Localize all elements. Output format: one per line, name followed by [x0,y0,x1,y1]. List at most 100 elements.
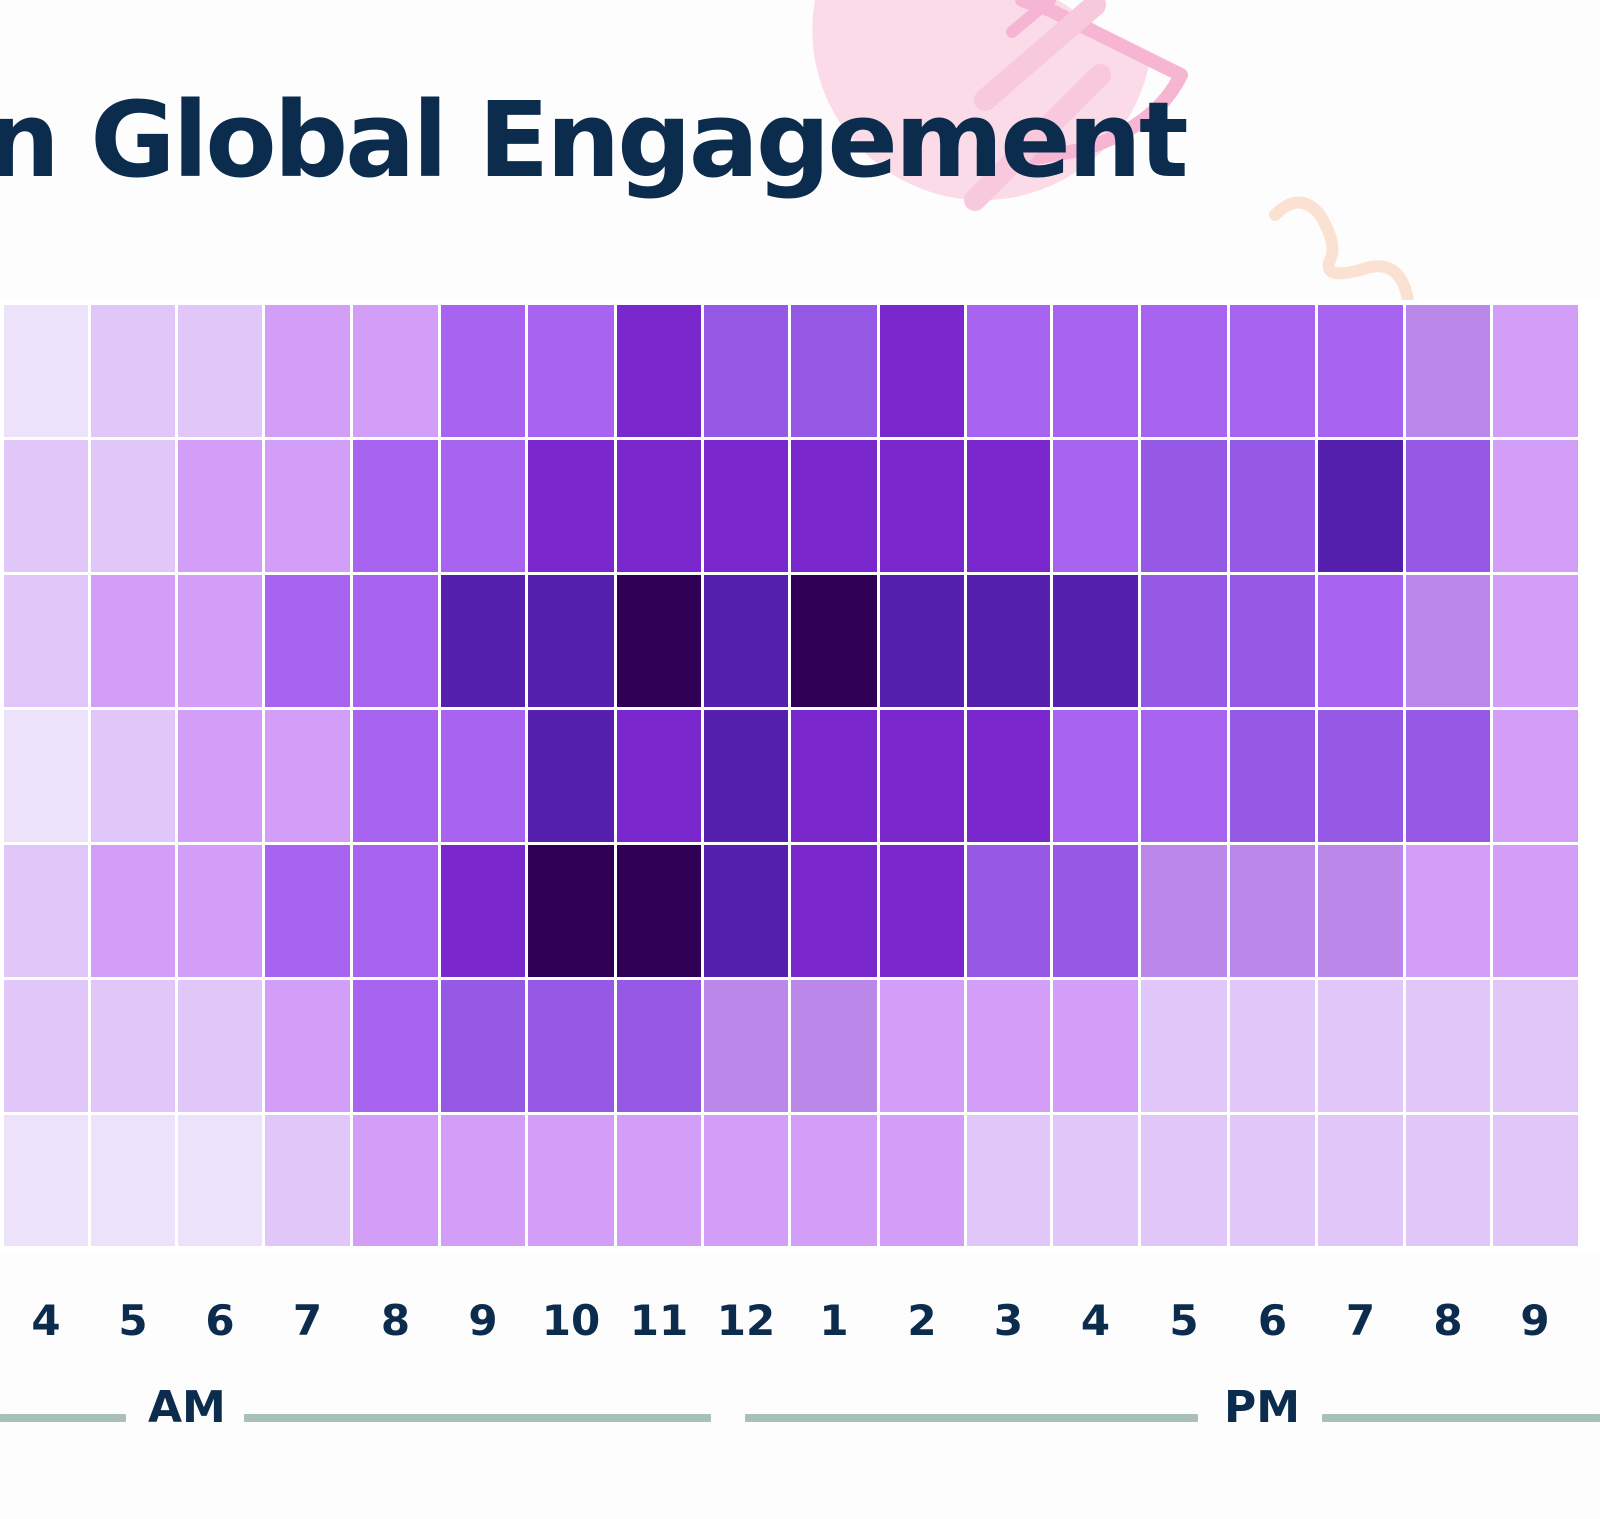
period-rule [0,1414,126,1422]
heatmap-cell [704,710,788,842]
heatmap-cell [4,440,88,572]
heatmap-cell [1141,710,1227,842]
heatmap-cell [1053,845,1138,977]
heatmap-cell [528,440,614,572]
heatmap-cell [91,845,175,977]
heatmap-cell [791,710,877,842]
heatmap-cell [1406,440,1490,572]
heatmap-cell [265,575,350,707]
heatmap-cell [791,980,877,1112]
heatmap-cell [967,845,1050,977]
heatmap-cell [1493,980,1578,1112]
x-tick-label: 6 [205,1296,235,1345]
heatmap-cell [528,980,614,1112]
heatmap-cell [91,440,175,572]
x-tick-label: 3 [993,1296,1024,1345]
heatmap-cell [1053,305,1138,437]
heatmap-cell [265,440,350,572]
heatmap-cell [704,845,788,977]
heatmap-cell [1230,710,1315,842]
pink-leaf-decoration [1015,0,1188,165]
heatmap-cell [178,845,262,977]
heatmap-cell [967,710,1050,842]
heatmap-cell [791,845,877,977]
heatmap-cell [1053,575,1138,707]
x-tick-label: 8 [1433,1296,1463,1345]
heatmap-cell [1318,980,1403,1112]
period-rule [244,1414,711,1422]
heatmap-cell [265,710,350,842]
heatmap-cell [4,980,88,1112]
heatmap-cell [178,710,262,842]
heatmap-cell [1141,1115,1227,1246]
heatmap-cell [967,980,1050,1112]
period-rule [745,1414,1198,1422]
pink-stroke-decoration [1006,0,1056,38]
heatmap-cell [617,575,701,707]
x-tick-label: 8 [380,1296,411,1345]
heatmap-cell [791,1115,877,1246]
x-tick-label: 5 [1169,1296,1199,1345]
chart-title: n Global Engagement [0,79,1189,201]
x-tick-label: 9 [468,1296,498,1345]
heatmap-cell [265,845,350,977]
heatmap-cell [178,440,262,572]
heatmap-cell [1406,710,1490,842]
heatmap-cell [880,845,964,977]
heatmap-cell [1493,575,1578,707]
heatmap-cell [1406,980,1490,1112]
heatmap-cell [441,1115,525,1246]
pink-stroke-decoration [974,0,1106,111]
period-rule [1322,1414,1600,1422]
x-tick-label: 9 [1520,1296,1550,1345]
heatmap-cell [704,305,788,437]
heatmap-cell [1053,710,1138,842]
heatmap-cell [528,575,614,707]
heatmap-cell [4,710,88,842]
heatmap-cell [441,440,525,572]
heatmap-cell [791,440,877,572]
heatmap-cell [1141,440,1227,572]
heatmap-cell [178,575,262,707]
period-label-am: AM [148,1382,226,1433]
x-tick-label: 11 [629,1296,689,1345]
heatmap-cell [704,980,788,1112]
heatmap-cell [353,575,438,707]
heatmap-cell [4,305,88,437]
peach-squiggle-decoration [1269,196,1414,306]
heatmap-cell [441,980,525,1112]
heatmap-cell [1493,305,1578,437]
heatmap-cell [617,845,701,977]
heatmap-cell [880,1115,964,1246]
heatmap-cell [1318,1115,1403,1246]
heatmap-cell [353,980,438,1112]
pink-stroke-decoration [964,64,1111,211]
heatmap-cell [178,1115,262,1246]
heatmap-cell [880,575,964,707]
heatmap-cell [967,305,1050,437]
heatmap-cell [353,305,438,437]
x-tick-label: 10 [541,1296,601,1345]
heatmap-cell [353,845,438,977]
heatmap-cell [178,980,262,1112]
heatmap-cell [1318,845,1403,977]
heatmap-cell [880,980,964,1112]
heatmap-cell [1141,305,1227,437]
heatmap-cell [1406,575,1490,707]
x-tick-label: 5 [118,1296,148,1345]
heatmap-cell [880,305,964,437]
heatmap-cell [1493,845,1578,977]
heatmap-cell [1406,1115,1490,1246]
heatmap-cell [1141,980,1227,1112]
heatmap-cell [1230,845,1315,977]
x-tick-label: 7 [292,1296,323,1345]
heatmap-cell [791,575,877,707]
heatmap-cell [353,710,438,842]
heatmap-cell [617,710,701,842]
heatmap-cell [704,1115,788,1246]
heatmap-cell [1493,710,1578,842]
heatmap-cell [91,980,175,1112]
heatmap-cell [1493,440,1578,572]
